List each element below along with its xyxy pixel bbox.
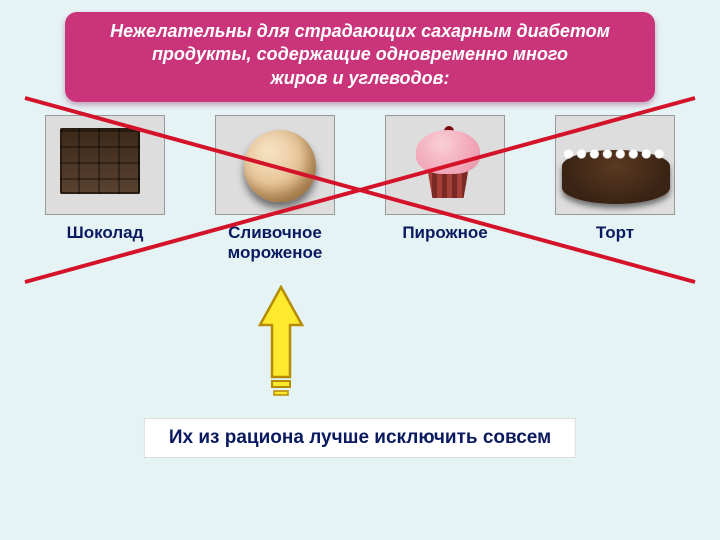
header-line1: Нежелательны для страдающих сахарным диа… xyxy=(85,20,635,43)
food-item-cupcake: Пирожное xyxy=(380,115,510,262)
food-item-torte: Торт xyxy=(550,115,680,262)
bottom-text: Их из рациона лучше исключить совсем xyxy=(169,427,551,448)
chocolate-image xyxy=(45,115,165,215)
up-arrow-icon xyxy=(258,285,304,405)
item-caption: Сливочное мороженое xyxy=(228,223,323,262)
icecream-image xyxy=(215,115,335,215)
header-banner: Нежелательны для страдающих сахарным диа… xyxy=(65,12,655,102)
item-caption: Пирожное xyxy=(402,223,487,243)
food-item-chocolate: Шоколад xyxy=(40,115,170,262)
torte-image xyxy=(555,115,675,215)
header-line3: жиров и углеводов: xyxy=(85,67,635,90)
header-line2: продукты, содержащие одновременно много xyxy=(85,43,635,66)
item-caption: Шоколад xyxy=(67,223,144,243)
item-caption: Торт xyxy=(596,223,634,243)
food-item-icecream: Сливочное мороженое xyxy=(210,115,340,262)
items-row: Шоколад Сливочное мороженое Пирожное Тор… xyxy=(0,115,720,262)
cupcake-image xyxy=(385,115,505,215)
bottom-banner: Их из рациона лучше исключить совсем xyxy=(144,418,576,458)
